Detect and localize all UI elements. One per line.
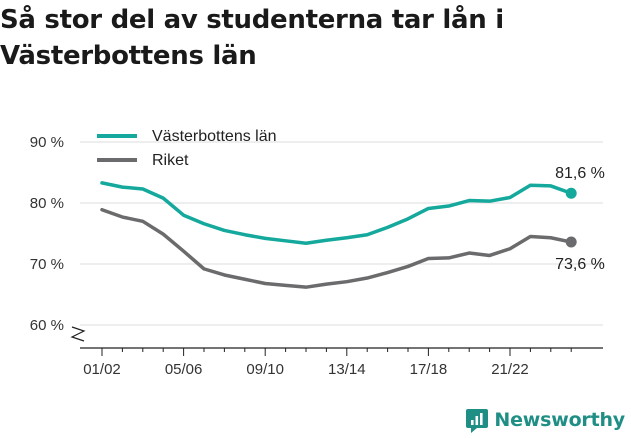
series-line-riket — [100, 207, 573, 289]
axes: 60 % 70 % 80 % 90 % 01/02 05/06 09/10 13/14 17/1… — [30, 134, 603, 378]
series-end-marker — [565, 236, 577, 248]
legend: Västerbottens län Riket — [97, 128, 277, 169]
axis-break-icon — [70, 326, 86, 342]
newsworthy-logo-icon — [466, 409, 489, 433]
series-end-label: 81,6 % — [555, 165, 605, 182]
x-tick-label: 01/02 — [83, 361, 121, 378]
y-tick-label: 70 % — [30, 256, 64, 273]
x-tick-label: 17/18 — [410, 361, 448, 378]
chart-title: Så stor del av studenterna tar lån i Väs… — [0, 5, 504, 71]
y-tick-label: 60 % — [30, 317, 64, 334]
x-tick-label: 09/10 — [246, 361, 284, 378]
series-end-label: 73,6 % — [555, 256, 605, 273]
newsworthy-logo: Newsworthy — [466, 407, 625, 433]
x-tick-label: 05/06 — [165, 361, 203, 378]
series-end-marker — [565, 187, 577, 199]
y-tick-label: 90 % — [30, 134, 64, 151]
series-line-vasterbotten — [100, 181, 573, 246]
newsworthy-logo-text: Newsworthy — [494, 409, 625, 431]
legend-label: Riket — [152, 152, 189, 169]
x-tick-label: 21/22 — [491, 361, 529, 378]
y-tick-label: 80 % — [30, 195, 64, 212]
legend-label: Västerbottens län — [152, 128, 277, 145]
gridlines — [80, 141, 603, 326]
series: 81,6 % 73,6 % — [100, 165, 605, 289]
x-tick-label: 13/14 — [328, 361, 366, 378]
